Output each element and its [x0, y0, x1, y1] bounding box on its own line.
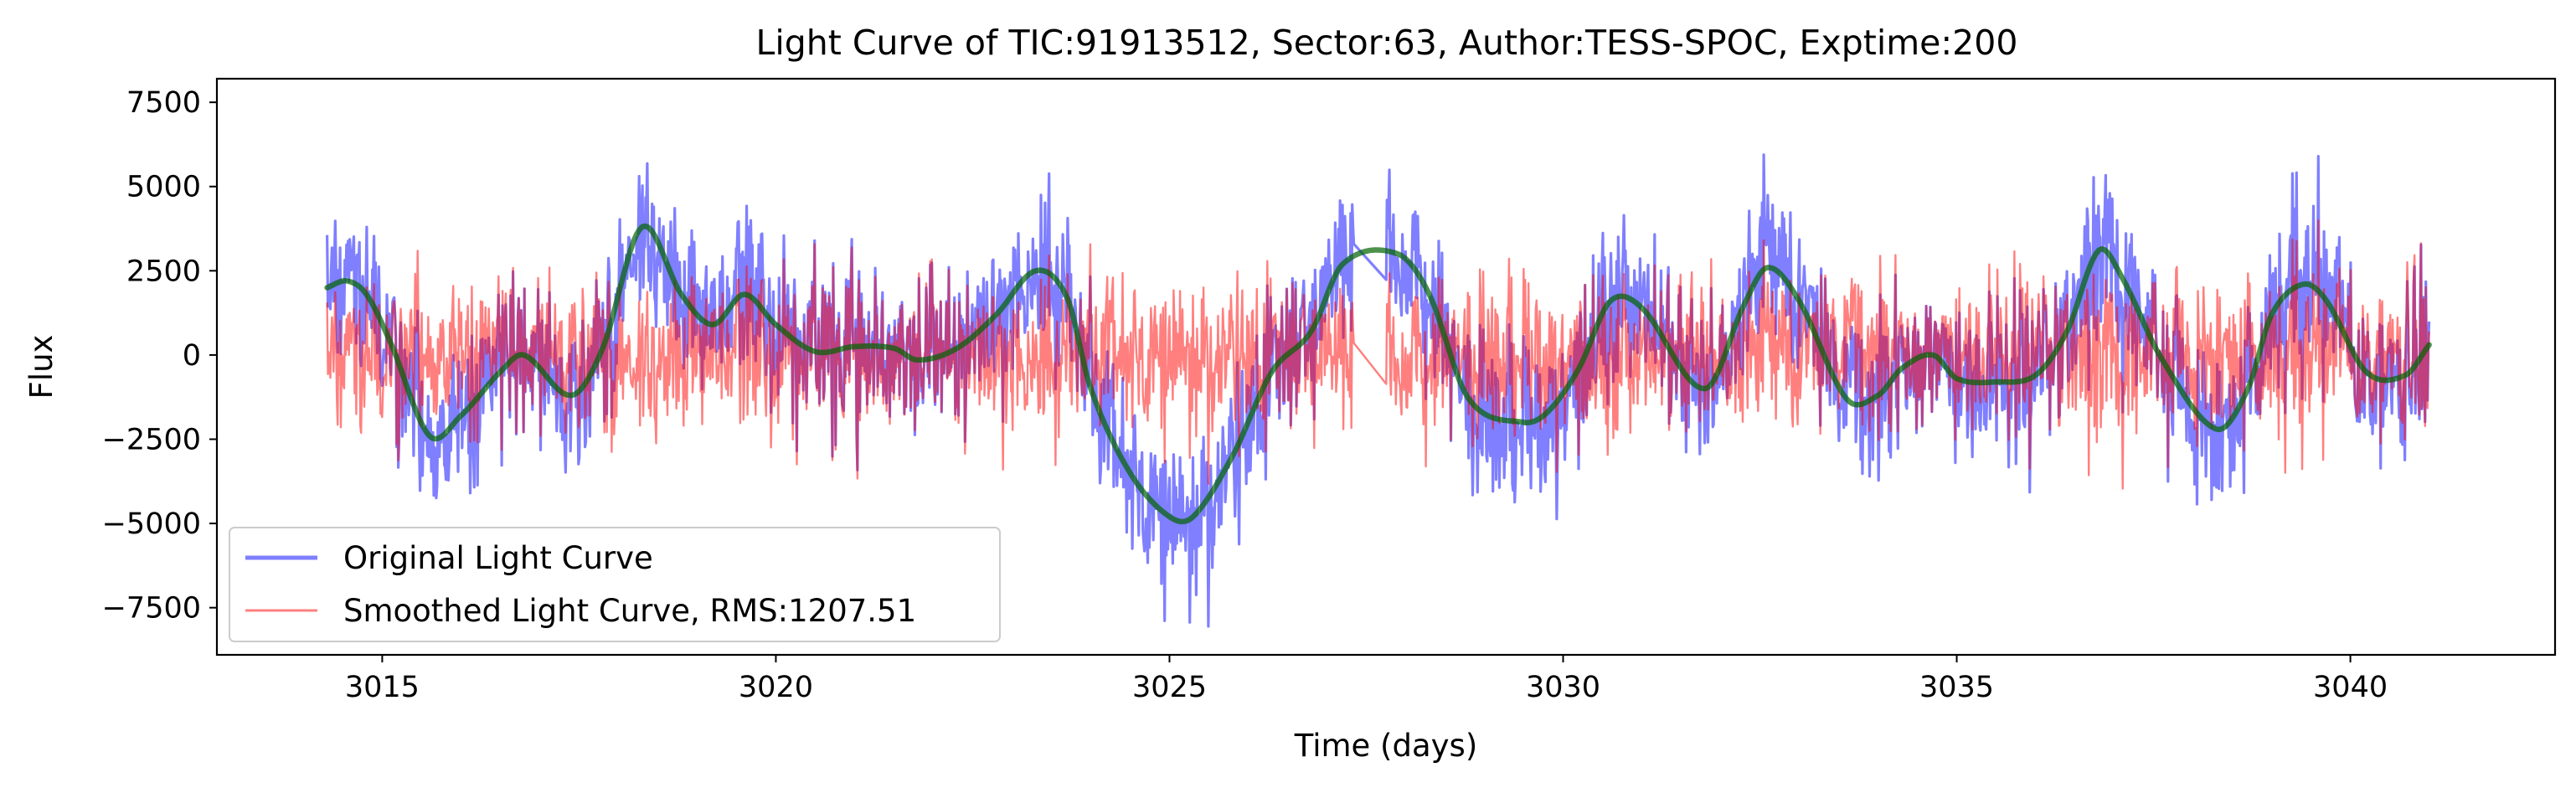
series-smoothed-trend	[324, 223, 2432, 525]
y-tick-label: 2500	[126, 255, 201, 288]
x-tick-label: 3025	[1132, 671, 1207, 704]
legend-label-smoothed: Smoothed Light Curve, RMS:1207.51	[343, 593, 916, 629]
legend: Original Light Curve Smoothed Light Curv…	[229, 527, 1001, 642]
y-axis: 7500 5000 2500 0 −2500 −5000 −7500	[102, 86, 217, 626]
legend-label-original: Original Light Curve	[343, 540, 653, 576]
x-tick-label: 3035	[1919, 671, 1994, 704]
x-axis: 3015 3020 3025 3030 3035 3040	[345, 655, 2388, 704]
y-tick-label: −5000	[102, 507, 201, 541]
x-tick-label: 3020	[739, 671, 813, 704]
x-tick-label: 3030	[1526, 671, 1600, 704]
y-tick-label: −2500	[102, 424, 201, 457]
y-tick-label: 7500	[126, 86, 201, 120]
x-tick-label: 3015	[345, 671, 420, 704]
y-tick-label: 5000	[126, 171, 201, 204]
plot-frame	[215, 77, 2557, 657]
x-axis-label: Time (days)	[1294, 728, 1478, 764]
y-axis-label: Flux	[23, 335, 59, 399]
y-tick-label: −7500	[102, 592, 201, 626]
series-layer	[324, 153, 2432, 628]
legend-box	[229, 527, 1001, 642]
chart-title: Light Curve of TIC:91913512, Sector:63, …	[756, 23, 2018, 63]
x-tick-label: 3040	[2313, 671, 2388, 704]
y-tick-label: 0	[183, 339, 201, 373]
series-smoothed-light-curve	[326, 219, 2430, 490]
